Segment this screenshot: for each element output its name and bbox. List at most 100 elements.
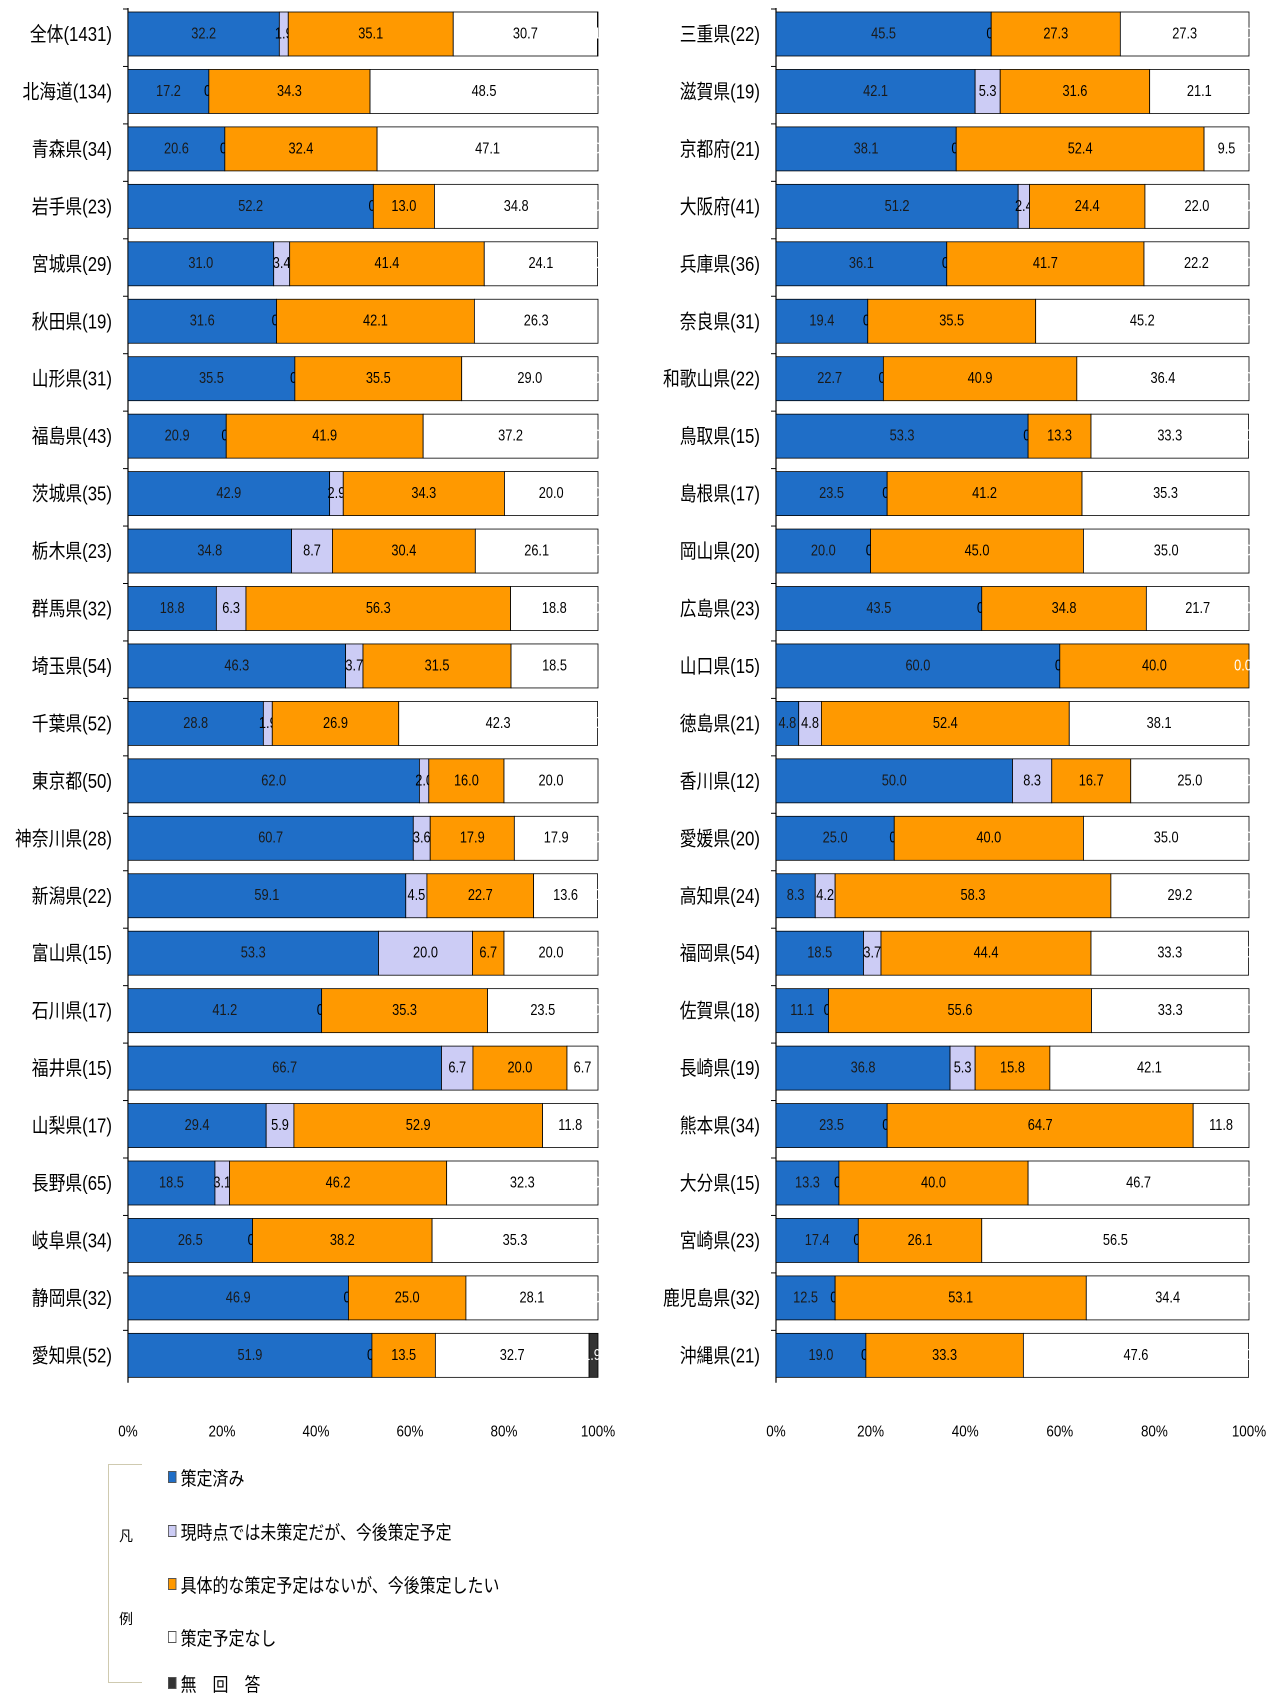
data-label: 18.5: [807, 944, 832, 962]
category-label: 香川県(12): [680, 769, 760, 792]
data-label: 53.1: [948, 1289, 973, 1307]
data-label: 0.0: [583, 1232, 601, 1250]
legend-swatch: [168, 1677, 176, 1689]
data-label: 47.6: [1124, 1347, 1149, 1365]
data-label: 26.1: [524, 542, 549, 560]
data-label: 46.3: [224, 657, 249, 675]
data-label: 18.8: [542, 600, 567, 618]
data-label: 0.0: [583, 485, 601, 503]
data-label: 3.7: [863, 944, 881, 962]
data-label: 3.7: [345, 657, 363, 675]
legend-swatch: [168, 1525, 176, 1537]
data-label: 41.2: [972, 485, 997, 503]
category-label: 福島県(43): [32, 425, 112, 448]
data-label: 15.8: [1000, 1059, 1025, 1077]
x-tick-label: 20%: [209, 1423, 236, 1440]
data-label: 0.0: [583, 1289, 601, 1307]
data-label: 42.1: [1137, 1059, 1162, 1077]
data-label: 8.3: [787, 887, 805, 905]
category-label: 熊本県(34): [680, 1114, 760, 1137]
data-label: 0.0: [1234, 1059, 1252, 1077]
data-label: 18.5: [542, 657, 567, 675]
x-tick-label: 60%: [1046, 1423, 1073, 1440]
data-label: 25.0: [395, 1289, 420, 1307]
category-label: 東京都(50): [32, 769, 112, 792]
data-label: 9.5: [1218, 140, 1236, 158]
data-label: 52.4: [933, 715, 958, 733]
data-label: 0.0: [1234, 944, 1252, 962]
data-label: 16.7: [1079, 772, 1104, 790]
category-label: 秋田県(19): [32, 310, 112, 333]
category-label: 全体(1431): [30, 23, 112, 46]
data-label: 20.0: [539, 485, 564, 503]
data-label: 22.2: [1184, 255, 1209, 273]
category-label: 滋賀県(19): [680, 80, 760, 103]
category-label: 千葉県(52): [32, 712, 112, 735]
data-label: 31.0: [188, 255, 213, 273]
data-label: 35.3: [392, 1002, 417, 1020]
data-label: 20.0: [539, 944, 564, 962]
data-label: 0.0: [1234, 312, 1252, 330]
data-label: 28.1: [520, 1289, 545, 1307]
category-label: 青森県(34): [32, 138, 112, 161]
data-label: 5.3: [979, 83, 997, 101]
data-label: 21.1: [1187, 83, 1212, 101]
data-label: 6.7: [479, 944, 497, 962]
data-label: 62.0: [261, 772, 286, 790]
data-label: 0.0: [1234, 1174, 1252, 1192]
data-label: 34.8: [197, 542, 222, 560]
data-label: 0.0: [1234, 255, 1252, 273]
category-label: 奈良県(31): [680, 310, 760, 333]
data-label: 0.1: [583, 25, 601, 43]
data-label: 56.5: [1103, 1232, 1128, 1250]
data-label: 60.7: [258, 829, 283, 847]
data-label: 35.5: [939, 312, 964, 330]
data-label: 26.5: [178, 1232, 203, 1250]
data-label: 36.1: [849, 255, 874, 273]
data-label: 64.7: [1028, 1117, 1053, 1135]
legend-item-4: 策定予定なし: [168, 1626, 276, 1648]
data-label: 44.4: [974, 944, 999, 962]
data-label: 0.0: [583, 542, 601, 560]
data-label: 20.9: [165, 427, 190, 445]
data-label: 0.0: [583, 1174, 601, 1192]
category-label: 長野県(65): [32, 1172, 112, 1195]
category-label: 愛知県(52): [32, 1344, 112, 1367]
data-label: 6.7: [448, 1059, 466, 1077]
data-label: 41.4: [375, 255, 400, 273]
data-label: 13.0: [391, 198, 416, 216]
data-label: 56.3: [366, 600, 391, 618]
category-label: 山形県(31): [32, 367, 112, 390]
x-tick-label: 80%: [1141, 1423, 1168, 1440]
category-label: 大分県(15): [680, 1172, 760, 1195]
data-label: 30.7: [513, 25, 538, 43]
data-label: 32.3: [510, 1174, 535, 1192]
data-label: 47.1: [475, 140, 500, 158]
category-label: 栃木県(23): [32, 540, 112, 563]
data-label: 23.5: [819, 485, 844, 503]
legend-item-2: 現時点では未策定だが、今後策定予定: [168, 1520, 452, 1542]
data-label: 40.0: [1142, 657, 1167, 675]
data-label: 23.5: [530, 1002, 555, 1020]
category-label: 大阪府(41): [680, 195, 760, 218]
data-label: 27.3: [1043, 25, 1068, 43]
data-label: 4.2: [816, 887, 834, 905]
data-label: 35.1: [358, 25, 383, 43]
data-label: 0.0: [1234, 772, 1252, 790]
x-tick-label: 20%: [857, 1423, 884, 1440]
data-label: 58.3: [961, 887, 986, 905]
x-tick-label: 40%: [303, 1423, 330, 1440]
data-label: 0.0: [1234, 1347, 1252, 1365]
data-label: 5.9: [271, 1117, 289, 1135]
data-label: 0.0: [1234, 1289, 1252, 1307]
data-label: 34.4: [1155, 1289, 1180, 1307]
data-label: 34.3: [411, 485, 436, 503]
data-label: 40.9: [968, 370, 993, 388]
data-label: 33.3: [1158, 1002, 1183, 1020]
data-label: 0.0: [583, 887, 601, 905]
category-label: 高知県(24): [680, 884, 760, 907]
category-label: 神奈川県(28): [15, 827, 112, 850]
data-label: 6.3: [222, 600, 240, 618]
data-label: 35.0: [1154, 829, 1179, 847]
data-label: 17.9: [544, 829, 569, 847]
